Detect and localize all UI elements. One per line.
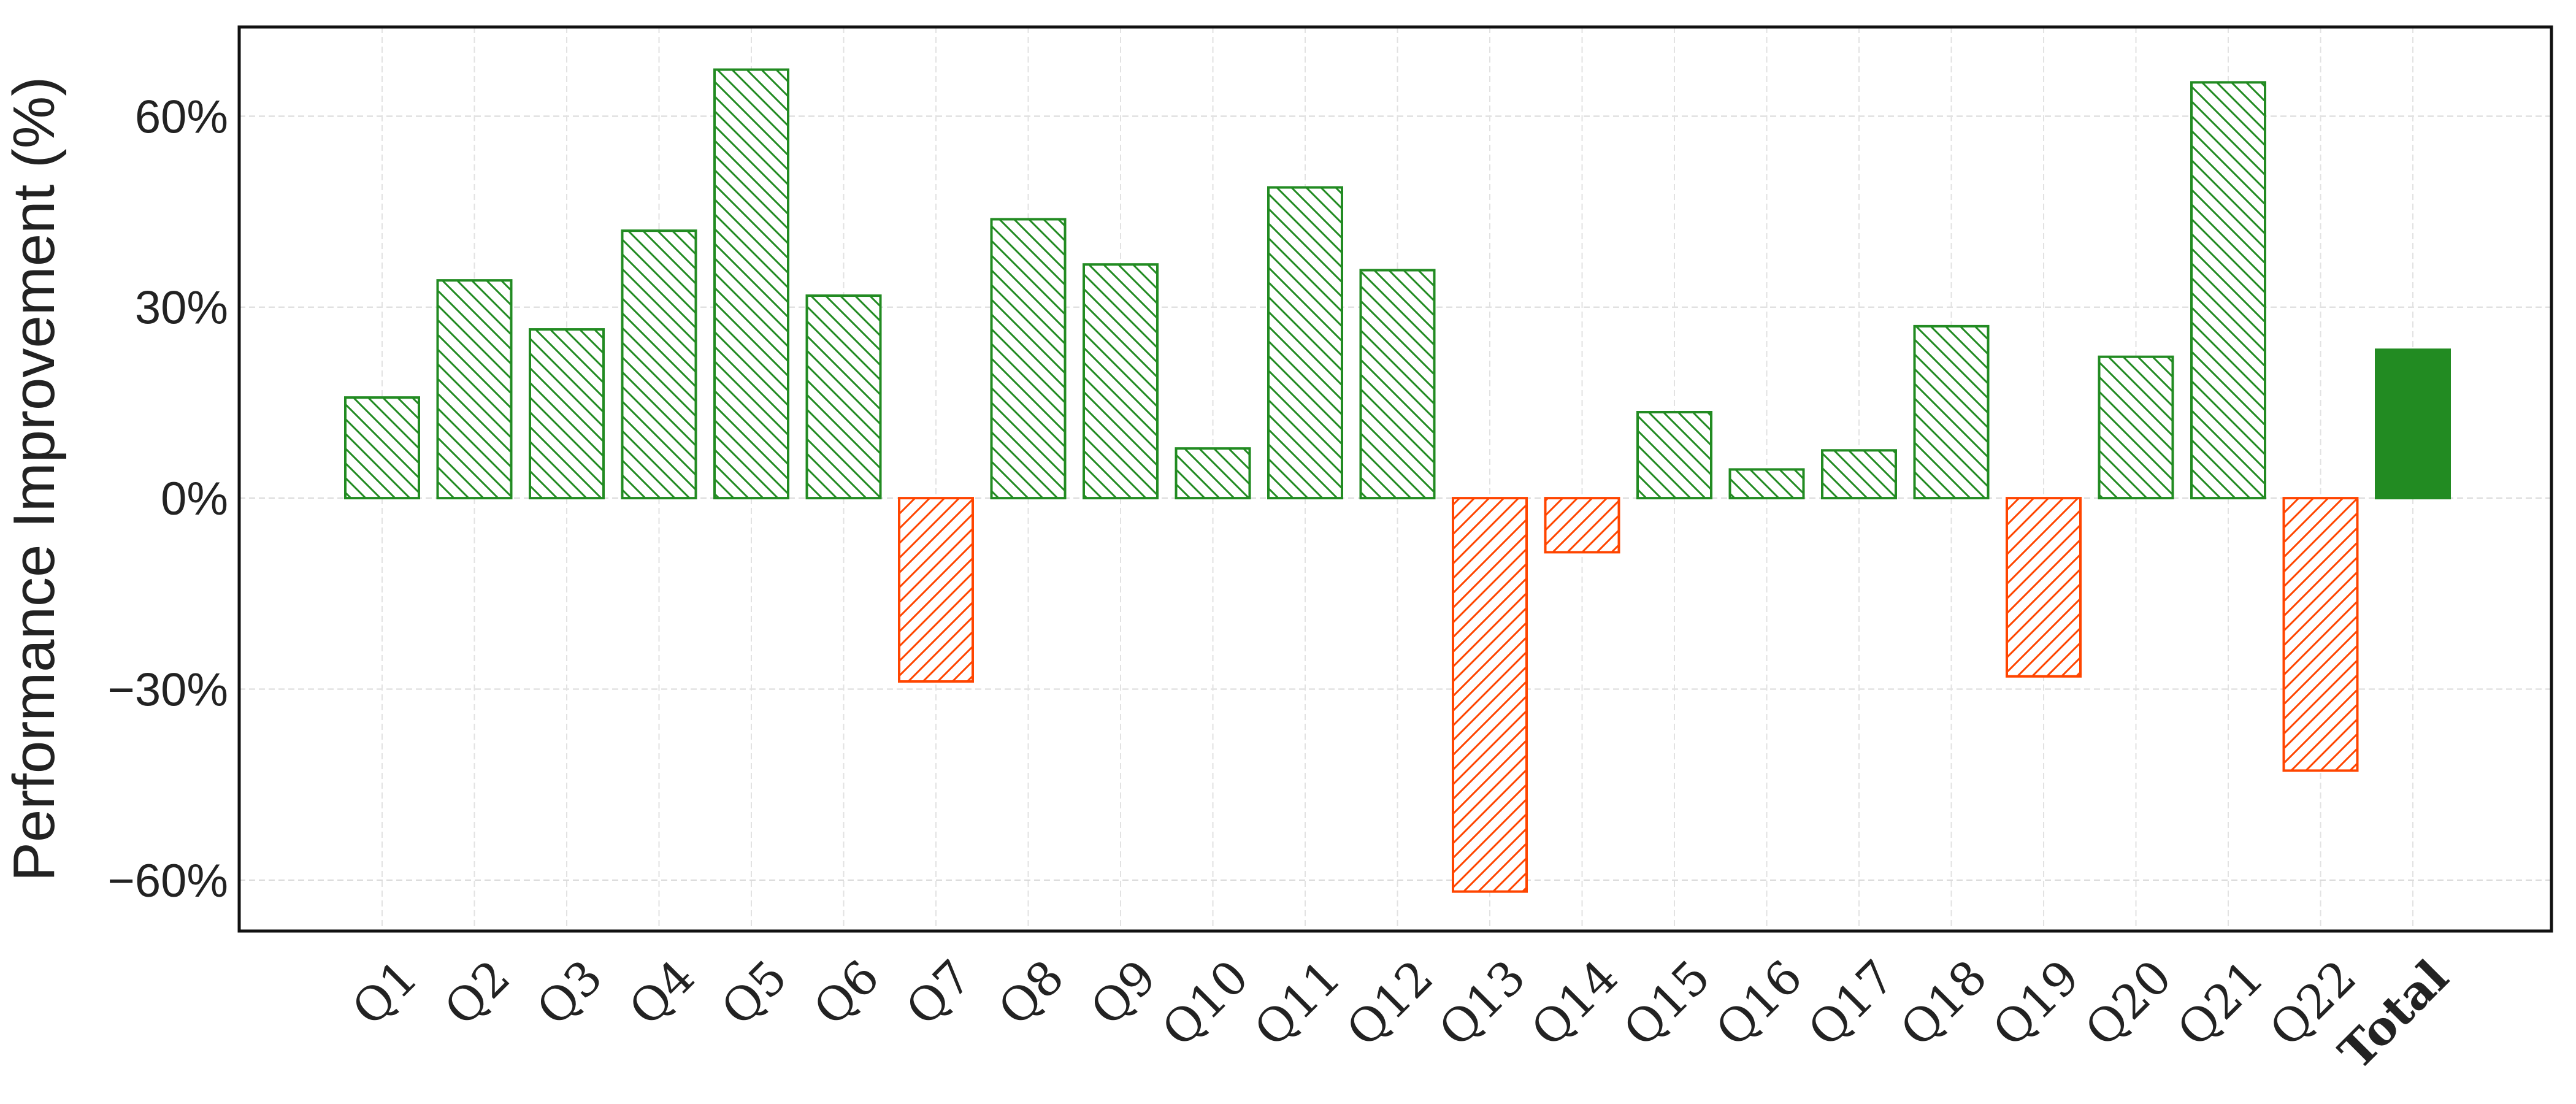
x-tick-label-q17: Q17	[1798, 949, 1905, 1057]
bar-q13	[1452, 497, 1528, 893]
x-tick-label-q18: Q18	[1890, 949, 1997, 1057]
bar-total	[2375, 348, 2451, 500]
x-tick-label-q12: Q12	[1336, 949, 1443, 1057]
x-tick-label-q6: Q6	[803, 949, 889, 1036]
bar-q14	[1544, 497, 1620, 554]
bar-q16	[1728, 468, 1805, 500]
y-ticks: −60% −30% 0% 30% 60%	[108, 91, 229, 907]
x-ticks: Q1 Q2 Q3 Q4 Q5 Q6 Q7 Q8 Q9Q10Q11Q12Q13Q14Q15Q16Q…	[342, 949, 2459, 1080]
x-tick-label-q11: Q11	[1244, 949, 1351, 1057]
bar-q12	[1359, 269, 1436, 500]
bar-q9	[1083, 263, 1159, 500]
x-tick-label-q3: Q3	[526, 949, 613, 1036]
x-tick-label-q5: Q5	[711, 949, 797, 1036]
bar-q17	[1821, 449, 1897, 500]
x-tick-label-total: Total	[2328, 949, 2459, 1080]
bar-q8	[990, 218, 1067, 500]
x-tick-label-q7: Q7	[895, 949, 982, 1036]
x-tick-label-q10: Q10	[1151, 949, 1259, 1057]
bar-q19	[2006, 497, 2082, 678]
y-tick-label: 60%	[135, 91, 228, 143]
plot-frame	[237, 25, 2553, 933]
x-tick-label-q9: Q9	[1080, 949, 1167, 1036]
bar-q7	[898, 497, 974, 683]
y-tick-label: 0%	[161, 473, 228, 525]
x-tick-label-q2: Q2	[434, 949, 520, 1036]
bar-q2	[436, 279, 513, 500]
bar-q4	[621, 229, 697, 500]
x-tick-label-q14: Q14	[1520, 949, 1628, 1057]
x-tick-label-q19: Q19	[1982, 949, 2090, 1057]
bar-q1	[344, 396, 420, 500]
bar-q6	[805, 294, 882, 500]
bars-layer	[344, 68, 2451, 893]
x-tick-label-q13: Q13	[1428, 949, 1536, 1057]
bar-q15	[1636, 411, 1712, 500]
bar-q5	[713, 68, 789, 500]
bar-q22	[2282, 497, 2359, 772]
bar-q10	[1175, 447, 1251, 500]
x-tick-label-q4: Q4	[618, 949, 705, 1036]
x-tick-label-q21: Q21	[2167, 949, 2274, 1057]
bar-q21	[2190, 81, 2266, 500]
x-tick-label-q20: Q20	[2074, 949, 2182, 1057]
bar-q20	[2098, 355, 2174, 500]
y-axis-label: Performance Improvement (%)	[1, 77, 67, 881]
y-tick-label: −60%	[108, 855, 229, 907]
bar-q11	[1267, 186, 1343, 500]
x-tick-label-q16: Q16	[1705, 949, 1812, 1057]
bar-q18	[1913, 324, 1990, 500]
y-tick-label: −30%	[108, 664, 229, 716]
bar-q3	[529, 328, 605, 500]
x-tick-label-q15: Q15	[1613, 949, 1720, 1057]
x-tick-label-q8: Q8	[987, 949, 1074, 1036]
y-tick-label: 30%	[135, 282, 228, 334]
x-tick-label-q1: Q1	[342, 949, 428, 1036]
